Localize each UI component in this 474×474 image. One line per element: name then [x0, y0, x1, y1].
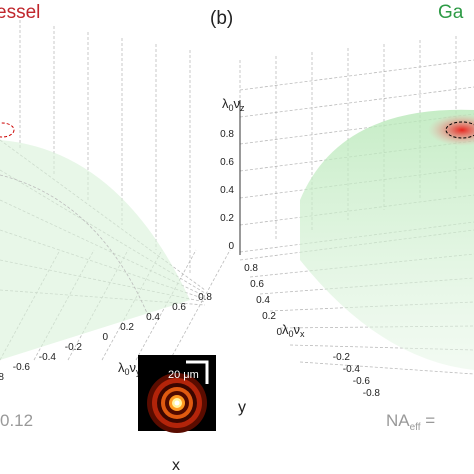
x-tick-label: -0.4 [343, 364, 361, 375]
grid-line [299, 361, 474, 375]
inset-x: x [172, 457, 180, 474]
ring-a [0, 122, 15, 138]
y-axis-label: λ0νy [118, 360, 141, 377]
panel-a-title: essel [0, 2, 40, 23]
rings [147, 373, 207, 433]
y-tick-label: -0.6 [13, 362, 31, 373]
y-tick-label: 0 [102, 332, 108, 343]
y-tick-label: 0.6 [172, 302, 186, 313]
z-tick-label: 0 [228, 241, 234, 252]
na-label: NAeff = [386, 411, 435, 433]
grid-line [239, 86, 474, 118]
x-tick-label: -0.8 [363, 388, 381, 399]
scale-text: 20 μm [168, 369, 199, 381]
dome-a [0, 140, 190, 360]
panel-tag: (b) [210, 8, 233, 29]
z-tick-label: 0.2 [220, 213, 234, 224]
y-tick-label: -0.8 [0, 372, 4, 383]
x-tick-label: 0.8 [244, 263, 258, 274]
z-tick-label: 0.8 [220, 129, 234, 140]
x-tick-label: 0.4 [256, 295, 270, 306]
x-axis-label: λ0νx [282, 322, 305, 339]
z-axis-label: λ0νz [222, 96, 245, 113]
dome-edge [0, 174, 151, 321]
scale-bar [186, 360, 209, 384]
inset: 20 μm [138, 355, 216, 433]
grid-line [239, 59, 474, 91]
x-tick-label: 0.2 [262, 311, 276, 322]
y-tick-label: 0.2 [120, 322, 134, 333]
z-tick-label: 0.4 [220, 185, 234, 196]
panel-b-title: Ga [438, 2, 464, 23]
ring-b [445, 121, 474, 139]
x-tick-label: -0.2 [333, 352, 351, 363]
inset-y: y [238, 399, 246, 416]
grid-line [169, 249, 231, 361]
y-tick-label: 0.8 [198, 292, 212, 303]
na-value: 0.12 [0, 411, 33, 430]
dome-b [300, 109, 474, 370]
y-tick-label: 0.4 [146, 312, 160, 323]
x-tick-label: -0.6 [353, 376, 371, 387]
glow-b [428, 114, 474, 146]
ring [174, 400, 180, 406]
x-tick-label: 0 [276, 327, 282, 338]
y-tick-label: -0.2 [65, 342, 83, 353]
x-tick-label: 0.6 [250, 279, 264, 290]
y-tick-label: -0.4 [39, 352, 57, 363]
z-tick-label: 0.6 [220, 157, 234, 168]
grid-line [289, 344, 474, 351]
